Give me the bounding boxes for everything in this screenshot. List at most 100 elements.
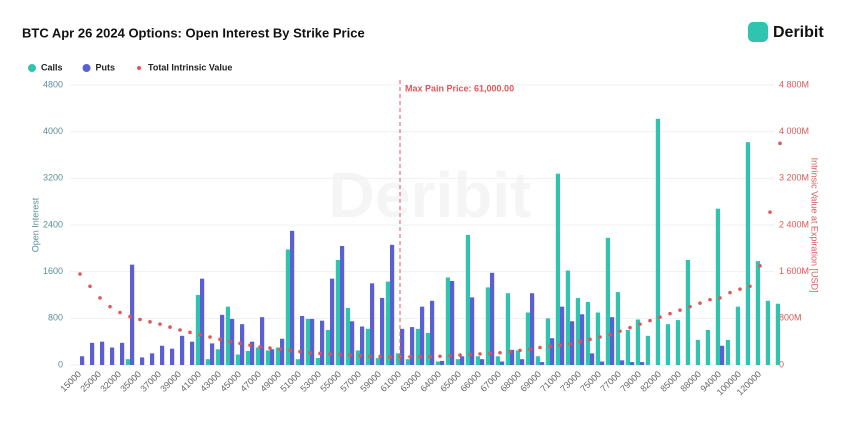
bar bbox=[340, 246, 345, 365]
intrinsic-dot bbox=[378, 354, 382, 359]
y2-tick-label: 2 400M bbox=[779, 219, 809, 229]
intrinsic-dot bbox=[238, 341, 242, 346]
bar bbox=[365, 328, 370, 365]
intrinsic-dot bbox=[628, 325, 632, 330]
intrinsic-dot bbox=[608, 332, 612, 337]
legend-item: Puts bbox=[82, 62, 115, 72]
bar bbox=[755, 261, 760, 365]
intrinsic-dot bbox=[348, 353, 352, 357]
intrinsic-dot bbox=[768, 210, 772, 214]
bar bbox=[635, 319, 640, 365]
logo: Deribit bbox=[748, 22, 824, 42]
intrinsic-dot bbox=[658, 315, 662, 319]
intrinsic-dot bbox=[248, 343, 252, 347]
bar bbox=[605, 237, 610, 365]
bar bbox=[350, 321, 355, 365]
intrinsic-dot bbox=[678, 308, 682, 312]
intrinsic-dot bbox=[568, 342, 572, 346]
bar bbox=[775, 303, 780, 365]
bar bbox=[200, 278, 205, 365]
bar bbox=[255, 347, 260, 365]
bar bbox=[390, 244, 395, 365]
intrinsic-dot bbox=[718, 296, 722, 300]
bar bbox=[370, 283, 375, 365]
bar bbox=[160, 345, 165, 365]
bar bbox=[380, 297, 385, 365]
bar bbox=[220, 314, 225, 365]
bar bbox=[150, 353, 155, 365]
legend-item: Total Intrinsic Value bbox=[137, 62, 232, 72]
bar bbox=[520, 359, 525, 365]
bar bbox=[565, 270, 570, 365]
bar bbox=[290, 230, 295, 365]
bar bbox=[720, 345, 725, 365]
y-axis-title: Open Interest bbox=[30, 197, 40, 252]
intrinsic-dot bbox=[508, 349, 512, 354]
y2-tick-label: 3 200M bbox=[779, 173, 809, 183]
bar bbox=[550, 338, 555, 365]
bar bbox=[455, 359, 460, 365]
intrinsic-dot bbox=[258, 345, 262, 349]
bar bbox=[575, 297, 580, 365]
y2-tick-label: 800M bbox=[779, 313, 802, 323]
bar bbox=[480, 359, 485, 365]
intrinsic-dot bbox=[638, 322, 642, 326]
bar bbox=[345, 307, 350, 365]
intrinsic-dot bbox=[108, 304, 112, 309]
bar bbox=[110, 347, 115, 365]
intrinsic-dot bbox=[158, 322, 162, 326]
x-tick-label: 65000 bbox=[438, 369, 463, 394]
bar bbox=[625, 330, 630, 365]
intrinsic-dot bbox=[578, 339, 582, 344]
x-tick-label: 68000 bbox=[498, 369, 523, 394]
x-tick-label: 43000 bbox=[198, 369, 223, 394]
bar bbox=[555, 173, 560, 365]
bar bbox=[250, 341, 255, 365]
x-tick-label: 64000 bbox=[418, 369, 443, 394]
bar bbox=[430, 300, 435, 365]
intrinsic-dot bbox=[548, 344, 552, 349]
bar bbox=[485, 287, 490, 365]
bar bbox=[630, 362, 635, 365]
x-tick-label: 25000 bbox=[78, 369, 103, 394]
y2-tick-label: 0 bbox=[779, 359, 784, 369]
y-tick-label: 1600 bbox=[43, 266, 63, 276]
bar bbox=[385, 281, 390, 365]
bar bbox=[450, 281, 455, 365]
intrinsic-dot bbox=[418, 355, 422, 359]
bar bbox=[425, 332, 430, 365]
intrinsic-dot bbox=[278, 347, 282, 352]
x-tick-label: 35000 bbox=[118, 369, 143, 394]
x-tick-label: 51000 bbox=[278, 369, 303, 394]
intrinsic-dot bbox=[758, 264, 762, 268]
intrinsic-dot bbox=[428, 354, 432, 359]
legend-label: Calls bbox=[41, 62, 63, 72]
legend-swatch bbox=[137, 66, 142, 70]
bar bbox=[360, 326, 365, 365]
bar bbox=[245, 351, 250, 365]
bar bbox=[570, 321, 575, 365]
bar bbox=[440, 360, 445, 365]
x-tick-label: 69000 bbox=[518, 369, 543, 394]
intrinsic-dot bbox=[168, 325, 172, 329]
bar bbox=[645, 335, 650, 365]
bar bbox=[315, 358, 320, 365]
intrinsic-dot bbox=[308, 350, 312, 355]
bar bbox=[260, 317, 265, 365]
bar bbox=[515, 350, 520, 365]
intrinsic-dot bbox=[738, 287, 742, 291]
intrinsic-dot bbox=[208, 335, 212, 339]
intrinsic-dot bbox=[128, 314, 132, 319]
bar bbox=[560, 306, 565, 365]
intrinsic-dot bbox=[588, 337, 592, 342]
bar bbox=[705, 330, 710, 365]
bar bbox=[270, 349, 275, 365]
bar bbox=[140, 357, 145, 365]
y-tick-label: 4800 bbox=[43, 79, 63, 89]
x-tick-label: 63000 bbox=[398, 369, 423, 394]
bar bbox=[505, 293, 510, 365]
bar bbox=[80, 356, 85, 365]
intrinsic-dot bbox=[368, 354, 372, 359]
intrinsic-dot bbox=[438, 354, 442, 359]
